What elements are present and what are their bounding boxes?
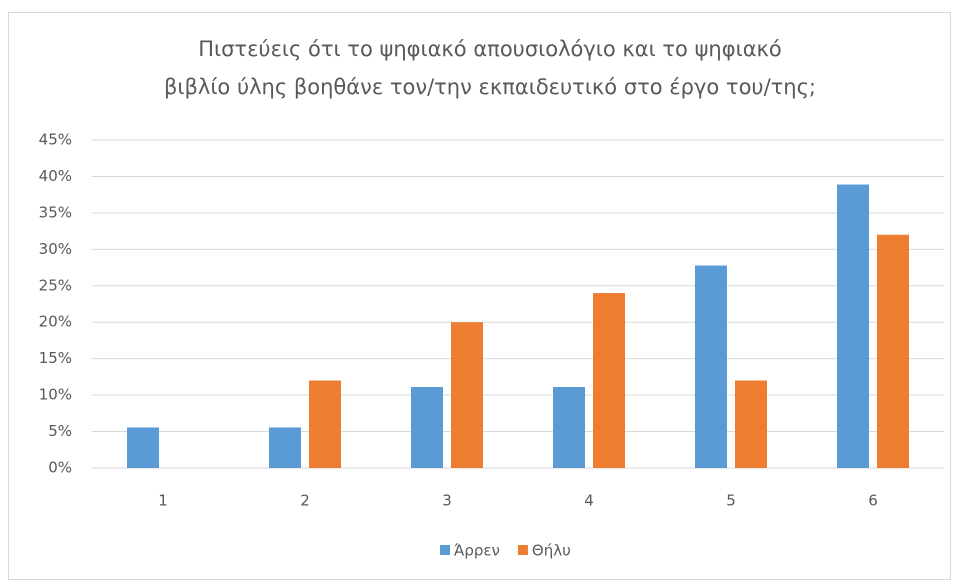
y-tick-label: 15%	[39, 349, 72, 367]
chart-frame	[8, 12, 951, 580]
legend-swatch	[517, 545, 528, 555]
bar	[553, 387, 585, 468]
y-tick-label: 20%	[39, 313, 72, 331]
x-tick-label: 4	[584, 492, 594, 510]
bar	[837, 184, 869, 469]
bar	[127, 427, 159, 468]
x-tick-label: 1	[158, 492, 168, 510]
y-tick-label: 10%	[39, 386, 72, 404]
bar	[877, 234, 909, 468]
x-tick-label: 6	[868, 492, 878, 510]
x-tick-label: 5	[726, 492, 736, 510]
bar	[735, 380, 767, 468]
y-tick-label: 0%	[48, 459, 72, 477]
legend-label: Θήλυ	[532, 542, 571, 560]
x-tick-label: 2	[300, 492, 310, 510]
y-tick-label: 40%	[39, 167, 72, 185]
y-tick-label: 5%	[48, 422, 72, 440]
y-tick-label: 25%	[39, 276, 72, 294]
chart-title: βιβλίο ύλης βοηθάνε τον/την εκπαιδευτικό…	[164, 75, 816, 99]
y-tick-label: 35%	[39, 203, 72, 221]
bar	[593, 293, 625, 468]
bar	[269, 427, 301, 468]
bar	[309, 380, 341, 468]
bar	[695, 265, 727, 468]
bar	[451, 322, 483, 468]
chart-title: Πιστεύεις ότι το ψηφιακό απουσιολόγιο κα…	[198, 37, 782, 61]
legend-label: Άρρεν	[454, 542, 500, 560]
y-tick-label: 30%	[39, 240, 72, 258]
bar	[411, 387, 443, 468]
legend-swatch	[440, 545, 450, 555]
x-tick-label: 3	[442, 492, 452, 510]
y-tick-label: 45%	[39, 131, 72, 149]
